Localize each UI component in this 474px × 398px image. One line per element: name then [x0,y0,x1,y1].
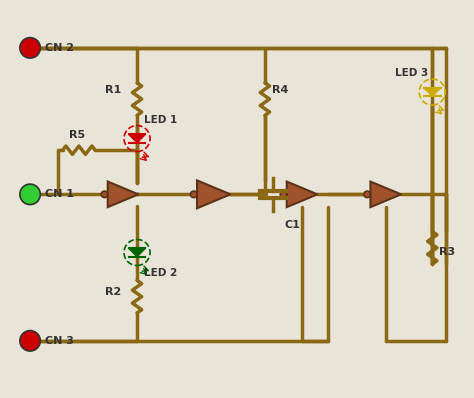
Text: R2: R2 [104,287,121,297]
Polygon shape [197,180,230,208]
Text: R1: R1 [104,85,121,95]
Circle shape [101,191,108,197]
Text: LED 1: LED 1 [144,115,177,125]
Polygon shape [128,135,146,143]
Polygon shape [287,181,318,207]
Circle shape [20,184,40,205]
Circle shape [280,191,287,197]
Polygon shape [371,181,401,207]
Text: R3: R3 [439,248,456,258]
Polygon shape [128,248,146,257]
Polygon shape [108,181,138,207]
Polygon shape [424,88,441,96]
Text: R5: R5 [69,130,85,140]
Circle shape [191,191,197,197]
Text: CN 3: CN 3 [45,336,74,346]
Text: R4: R4 [272,85,288,95]
Text: CN 2: CN 2 [45,43,74,53]
Circle shape [364,191,371,197]
Circle shape [20,331,40,351]
Text: LED 2: LED 2 [144,268,177,278]
Text: C1: C1 [284,220,301,230]
Text: CN 1: CN 1 [45,189,74,199]
Text: LED 3: LED 3 [395,68,428,78]
Circle shape [20,38,40,58]
